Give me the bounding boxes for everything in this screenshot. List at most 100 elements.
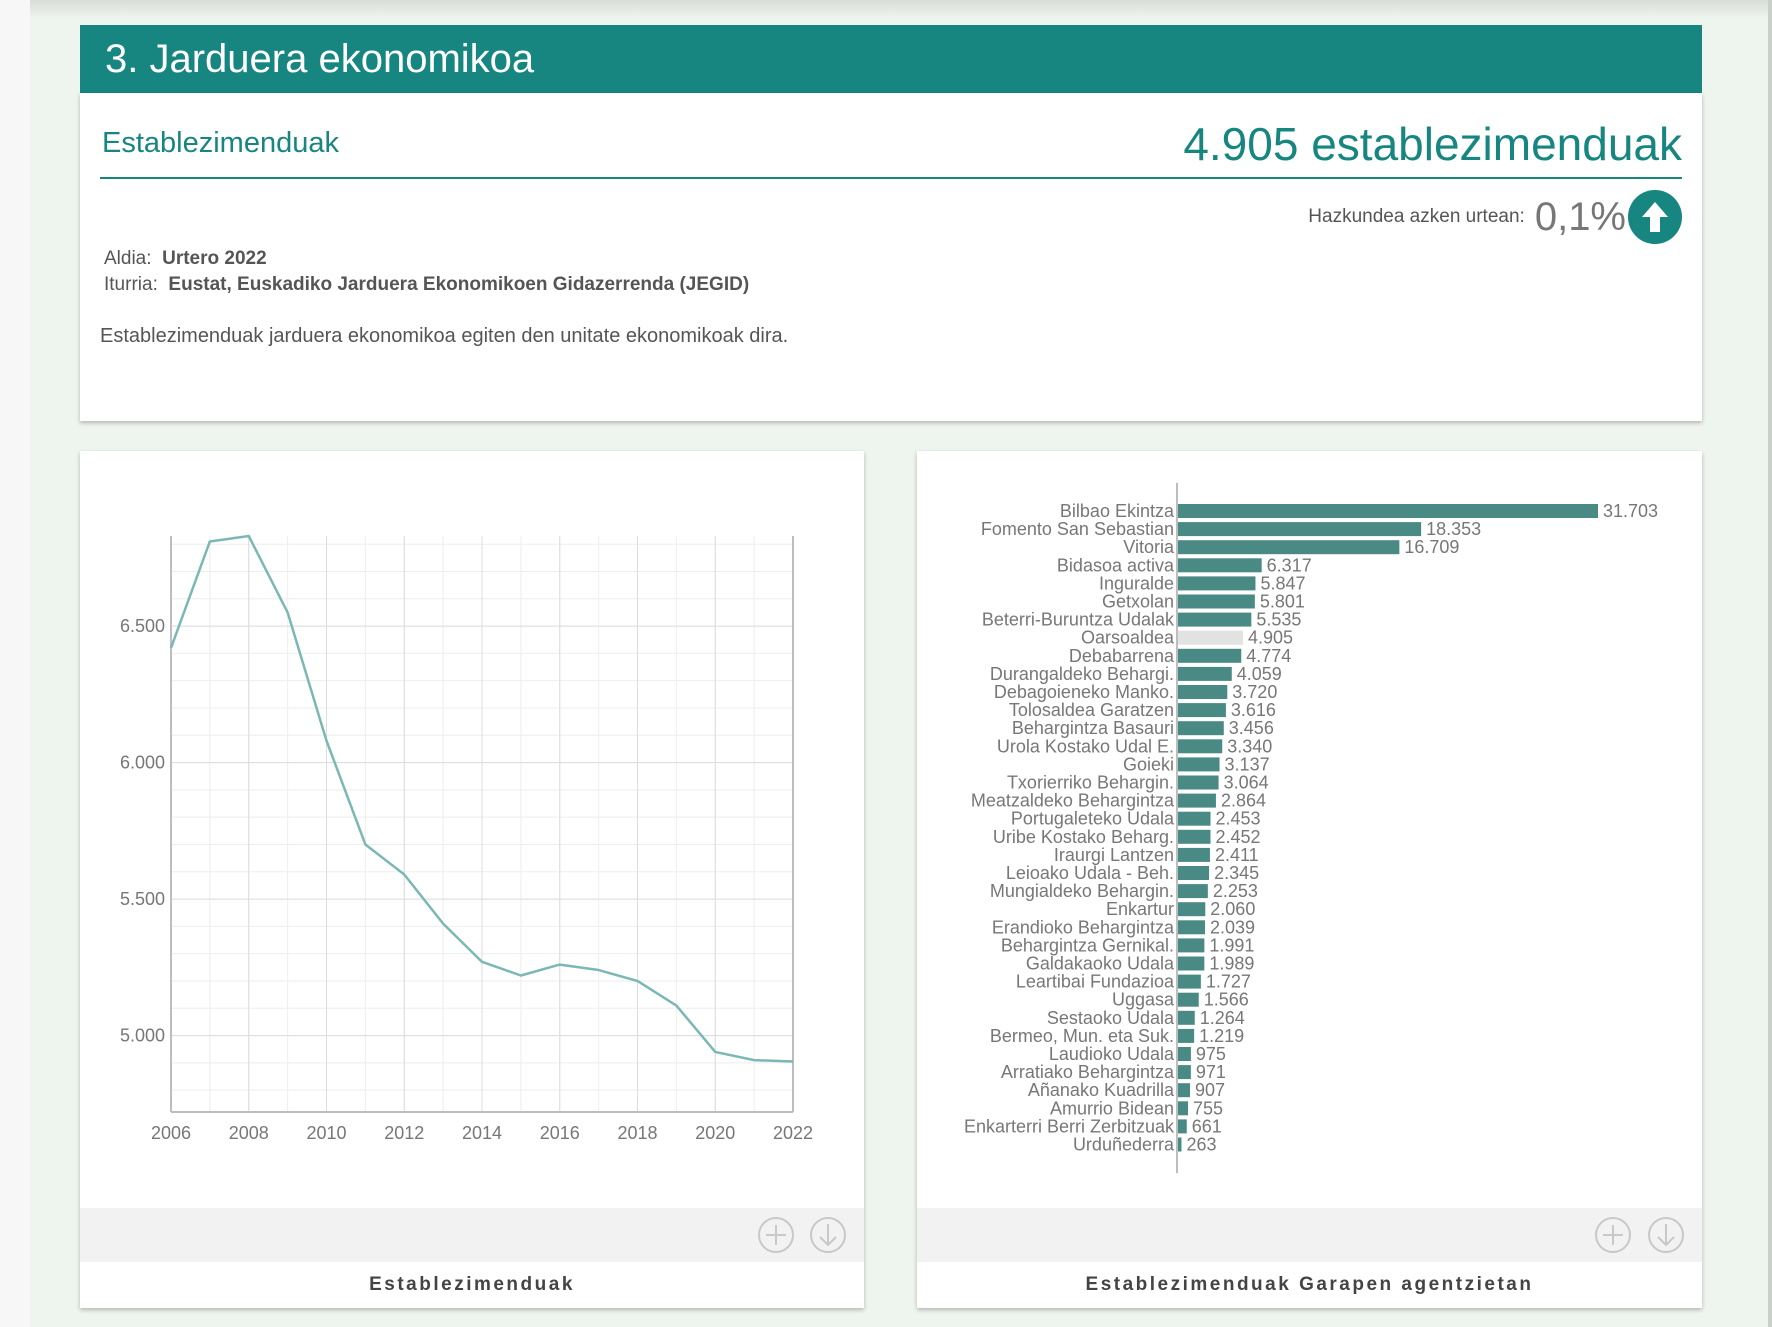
period-value: Urtero 2022 [162, 248, 267, 269]
value-label: 3.456 [1229, 718, 1274, 738]
zoom-button[interactable] [755, 1214, 797, 1256]
bar [1178, 522, 1422, 537]
up-arrow-icon [1628, 190, 1682, 244]
bar [1178, 956, 1205, 971]
bar [1178, 1047, 1191, 1061]
series-line [169, 534, 794, 1063]
source-label: Iturria: [104, 274, 158, 295]
bar [1178, 974, 1201, 989]
category-label: Meatzaldeko Behargintza [971, 791, 1175, 811]
x-tick-label: 2014 [462, 1123, 502, 1143]
value-label: 1.727 [1206, 972, 1251, 992]
bar [1178, 1065, 1191, 1080]
plus-circle-icon [1595, 1217, 1631, 1253]
value-label: 1.264 [1200, 1008, 1245, 1028]
line-chart: 2006 2008 2010 2012 2014 2016 2018 2020 2022 5.00… [120, 534, 813, 1143]
bar [1178, 540, 1400, 555]
value-label: 6.317 [1267, 555, 1312, 575]
source-value: Eustat, Euskadiko Jarduera Ekonomikoen G… [168, 274, 750, 295]
category-label: Behargintza Basauri [1012, 718, 1174, 738]
bar [1178, 920, 1206, 935]
category-label: Tolosaldea Garatzen [1009, 700, 1174, 720]
zoom-button[interactable] [1592, 1214, 1634, 1256]
value-label: 18.353 [1426, 519, 1481, 539]
category-label: Durangaldeko Behargi. [990, 664, 1174, 684]
x-tick-label: 2010 [306, 1123, 346, 1143]
value-label: 2.060 [1210, 899, 1255, 919]
bar [1178, 504, 1598, 518]
y-tick-label: 5.500 [120, 889, 165, 909]
bar-chart: Bilbao Ekintza 31.703 Fomento San Sebastia… [964, 483, 1658, 1173]
bar [1178, 558, 1262, 573]
category-label: Uribe Kostako Beharg. [993, 827, 1174, 847]
line-chart-toolbar [80, 1208, 864, 1262]
bar [1178, 1119, 1187, 1134]
x-tick-label: 2008 [229, 1123, 269, 1143]
y-tick-label: 5.000 [120, 1026, 165, 1046]
value-label: 5.801 [1260, 592, 1305, 612]
bar [1178, 630, 1243, 645]
indicator-name: Establezimenduak [102, 127, 339, 159]
growth-label: Hazkundea azken urtean: [1308, 206, 1525, 227]
bar [1178, 703, 1226, 718]
category-label: Sestaoko Udala [1047, 1008, 1175, 1028]
category-label: Laudioko Udala [1049, 1044, 1175, 1064]
value-label: 16.709 [1404, 537, 1459, 557]
value-label: 3.720 [1232, 682, 1277, 702]
y-tick-label: 6.000 [120, 753, 165, 773]
category-label: Uggasa [1112, 990, 1175, 1010]
bar [1178, 811, 1211, 826]
value-label: 1.566 [1204, 990, 1249, 1010]
category-label: Beterri-Buruntza Udalak [982, 610, 1175, 630]
category-label: Inguralde [1099, 573, 1174, 593]
value-label: 5.847 [1260, 573, 1305, 593]
category-label: Añanako Kuadrilla [1028, 1080, 1175, 1100]
category-label: Behargintza Gernikal. [1001, 935, 1174, 955]
bar [1178, 648, 1242, 663]
value-label: 661 [1192, 1116, 1222, 1136]
down-arrow-circle-icon [810, 1217, 846, 1253]
bar [1178, 576, 1256, 591]
value-label: 3.137 [1225, 754, 1270, 774]
value-label: 2.411 [1215, 845, 1259, 865]
bar-chart-caption: Establezimenduak Garapen agentzietan [1085, 1274, 1534, 1295]
growth-indicator: Hazkundea azken urtean: 0,1% [1308, 189, 1682, 245]
category-label: Vitoria [1123, 537, 1175, 557]
period-label: Aldia: [104, 248, 152, 269]
page-left-margin [0, 0, 30, 1327]
value-label: 4.059 [1237, 664, 1282, 684]
value-label: 2.864 [1221, 791, 1266, 811]
line-chart-card: 2006 2008 2010 2012 2014 2016 2018 2020 2022 5.00… [80, 451, 864, 1308]
category-label: Galdakaoko Udala [1026, 954, 1175, 974]
x-tick-label: 2018 [617, 1123, 657, 1143]
download-button[interactable] [807, 1214, 849, 1256]
value-label: 1.989 [1209, 954, 1254, 974]
indicator-divider [100, 177, 1682, 179]
category-label: Debabarrena [1069, 646, 1175, 666]
category-label: Bilbao Ekintza [1060, 501, 1175, 521]
category-label: Iraurgi Lantzen [1054, 845, 1174, 865]
bar [1178, 793, 1216, 808]
indicator-card: Establezimenduak 4.905 establezimenduak … [80, 93, 1702, 421]
indicator-total: 4.905 establezimenduak [1183, 118, 1682, 170]
section-header: 3. Jarduera ekonomikoa [80, 25, 1702, 93]
x-tick-label: 2006 [151, 1123, 191, 1143]
category-label: Portugaleteko Udala [1011, 809, 1175, 829]
bar [1178, 992, 1199, 1007]
value-label: 3.616 [1231, 700, 1276, 720]
bar [1178, 1101, 1189, 1116]
download-button[interactable] [1645, 1214, 1687, 1256]
value-label: 3.064 [1224, 773, 1269, 793]
x-tick-label: 2020 [695, 1123, 735, 1143]
bar [1178, 666, 1232, 681]
category-label: Txorierriko Behargin. [1007, 773, 1174, 793]
indicator-metadata: Aldia: Urtero 2022 Iturria: Eustat, Eusk… [104, 246, 749, 298]
category-label: Enkartur [1106, 899, 1174, 919]
category-label: Amurrio Bidean [1050, 1098, 1174, 1118]
category-label: Urola Kostako Udal E. [997, 736, 1174, 756]
value-label: 5.535 [1256, 610, 1301, 630]
value-label: 263 [1186, 1135, 1216, 1155]
category-label: Getxolan [1102, 592, 1174, 612]
page-scrollbar[interactable] [1768, 0, 1772, 1327]
category-label: Enkarterri Berri Zerbitzuak [964, 1116, 1175, 1136]
